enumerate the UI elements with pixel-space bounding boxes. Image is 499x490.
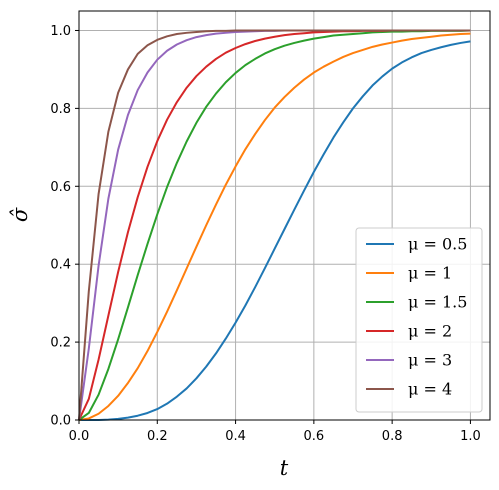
x-tick-label: 0.0 [69, 429, 90, 444]
x-tick-label: 1.0 [460, 429, 481, 444]
y-tick-label: 0.8 [50, 102, 71, 117]
x-tick-label: 0.8 [382, 429, 403, 444]
legend-entry-label: μ = 4 [408, 380, 452, 399]
legend-entry-label: μ = 1 [408, 264, 452, 283]
x-axis-ticks: 0.0 0.2 0.4 0.6 0.8 1.0 [69, 420, 481, 444]
y-tick-label: 1.0 [50, 24, 71, 39]
x-tick-label: 0.2 [147, 429, 168, 444]
y-axis-ticks: 0.0 0.2 0.4 0.6 0.8 1.0 [50, 24, 79, 429]
legend: μ = 0.5 μ = 1 μ = 1.5 μ = 2 μ = 3 μ = 4 [355, 227, 483, 413]
series-line-0 [79, 40, 471, 421]
series-line-5 [78, 29, 471, 421]
legend-entry-label: μ = 3 [408, 351, 452, 370]
series-lines [78, 29, 471, 421]
y-tick-label: 0.4 [50, 258, 71, 273]
series-line-1 [78, 32, 471, 421]
x-tick-label: 0.6 [304, 429, 325, 444]
y-tick-label: 0.6 [50, 180, 71, 195]
x-axis-label: t [280, 456, 289, 480]
y-tick-label: 0.0 [50, 414, 71, 429]
legend-entry-label: μ = 0.5 [408, 235, 467, 254]
legend-entry-label: μ = 1.5 [408, 293, 467, 312]
y-tick-label: 0.2 [50, 336, 71, 351]
legend-entry-label: μ = 2 [408, 322, 452, 341]
x-tick-label: 0.4 [225, 429, 246, 444]
axes-frame [78, 10, 491, 421]
series-line-2 [78, 29, 471, 421]
y-axis-label: σ̂ [8, 207, 32, 222]
